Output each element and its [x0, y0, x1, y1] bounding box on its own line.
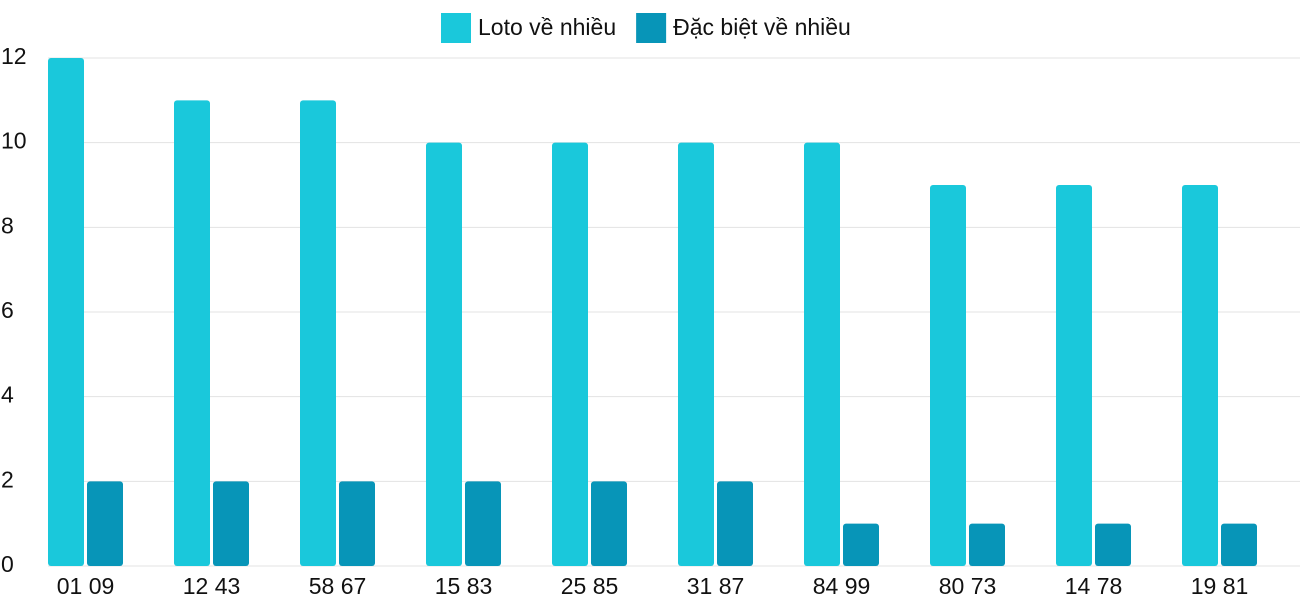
bar	[678, 142, 714, 566]
x-tick-label: 14 78	[1065, 573, 1123, 599]
bar	[174, 100, 210, 566]
bar	[591, 481, 627, 566]
x-tick-label: 12 43	[183, 573, 241, 599]
bar	[843, 523, 879, 566]
y-tick-label: 0	[1, 551, 14, 577]
bar	[87, 481, 123, 566]
y-tick-label: 2	[1, 466, 14, 492]
legend-swatch	[441, 13, 471, 43]
bar	[300, 100, 336, 566]
bar	[213, 481, 249, 566]
y-tick-label: 12	[1, 43, 27, 69]
y-tick-label: 8	[1, 212, 14, 238]
bar	[717, 481, 753, 566]
bar	[969, 523, 1005, 566]
legend-swatch	[636, 13, 667, 43]
x-tick-label: 19 81	[1191, 573, 1249, 599]
x-tick-label: 31 87	[687, 573, 745, 599]
y-tick-label: 4	[1, 382, 14, 408]
legend-label: Đặc biệt về nhiều	[673, 14, 851, 40]
bar	[1221, 523, 1257, 566]
bar	[1182, 185, 1218, 566]
x-tick-label: 15 83	[435, 573, 493, 599]
y-tick-label: 10	[1, 128, 27, 154]
bar	[804, 142, 840, 566]
bar	[48, 58, 84, 566]
x-tick-label: 01 09	[57, 573, 115, 599]
bar	[552, 142, 588, 566]
legend-label: Loto về nhiều	[478, 14, 616, 40]
bar	[1095, 523, 1131, 566]
bar	[1056, 185, 1092, 566]
y-tick-label: 6	[1, 297, 14, 323]
bar	[930, 185, 966, 566]
bar	[465, 481, 501, 566]
bar	[426, 142, 462, 566]
x-tick-label: 84 99	[813, 573, 871, 599]
bar	[339, 481, 375, 566]
x-tick-label: 58 67	[309, 573, 367, 599]
x-tick-label: 80 73	[939, 573, 997, 599]
x-tick-label: 25 85	[561, 573, 619, 599]
